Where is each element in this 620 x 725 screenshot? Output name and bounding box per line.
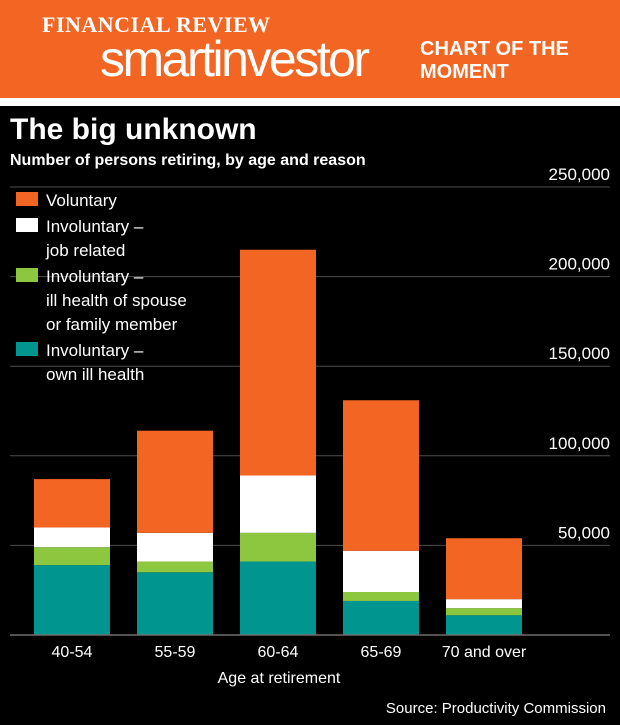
y-tick-label: 150,000 [549,344,610,363]
bar-segment [240,475,316,533]
x-tick-label: 65-69 [361,644,402,661]
bar-segment [446,538,522,600]
y-tick-label: 250,000 [549,165,610,184]
bar-segment [240,561,316,635]
x-tick-label: 70 and over [442,644,527,661]
source-note: Source: Productivity Commission [385,700,606,717]
section-label: CHART OF THE MOMENT [420,38,569,83]
brand-logo: smartinvestor [100,31,370,87]
bar-segment [137,532,213,562]
bar-segment [137,561,213,573]
legend-label: own ill health [46,365,144,384]
bar-segment [446,599,522,609]
legend-label: ill health of spouse [46,291,187,310]
bar-segment [240,249,316,476]
x-tick-label: 40-54 [52,644,93,661]
bar-segment [137,430,213,533]
legend-label: Involuntary – [46,217,144,236]
bar-segment [343,591,419,601]
bar-segment [34,547,110,566]
legend-label: Involuntary – [46,267,144,286]
y-tick-label: 200,000 [549,255,610,274]
legend-label: Involuntary – [46,341,144,360]
bar-segment [34,565,110,635]
header-banner [0,0,620,98]
chart-subtitle: Number of persons retiring, by age and r… [10,152,366,169]
bar-segment [137,572,213,635]
x-tick-label: 55-59 [155,644,196,661]
legend-label: Voluntary [46,191,117,210]
bar-segment [343,400,419,551]
bar-segment [240,532,316,562]
bar-segment [446,615,522,635]
x-axis-label: Age at retirement [218,670,341,687]
x-tick-label: 60-64 [258,644,299,661]
stacked-bar-chart: 50,000 100,000 150,000 200,000 250,000 40-54 5… [10,165,610,687]
bar-segment [343,600,419,635]
legend-label: or family member [46,315,178,334]
publication-name: FINANCIAL REVIEW [42,12,271,37]
y-tick-label: 50,000 [558,523,610,542]
bar-segment [446,608,522,616]
y-tick-label: 100,000 [549,434,610,453]
legend-swatch [16,218,38,232]
header-divider [0,98,620,106]
bar-segment [34,479,110,528]
chart-title: The big unknown [10,113,257,146]
bar-segment [343,550,419,592]
legend-swatch [16,342,38,356]
legend-label: job related [45,241,125,260]
legend-swatch [16,268,38,282]
bar-segment [34,527,110,548]
legend-swatch [16,192,38,206]
